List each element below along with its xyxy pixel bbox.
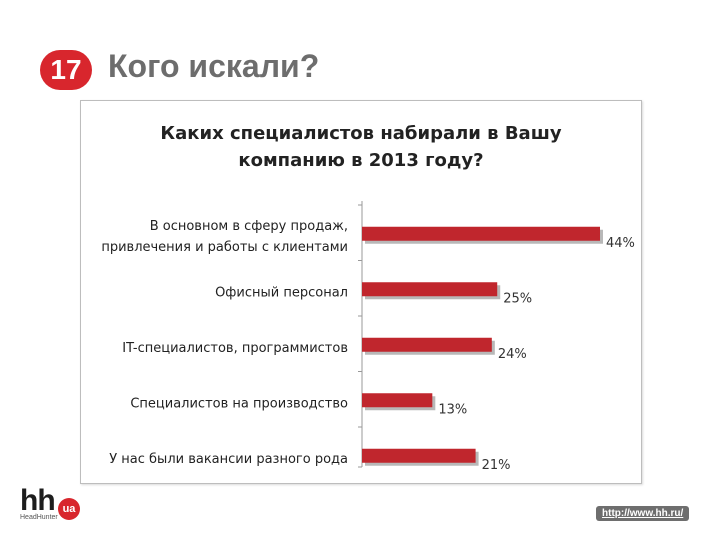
headhunter-logo: hh ua HeadHunter xyxy=(20,484,90,528)
category-label-4-0: У нас были вакансии разного рода xyxy=(109,452,348,467)
category-label-2-0: IT-специалистов, программистов xyxy=(122,341,348,356)
value-label-3: 13% xyxy=(438,402,467,417)
slide-number-badge: 17 xyxy=(40,50,92,90)
bar-1 xyxy=(362,282,498,297)
chart-title-line-0: Каких специалистов набирали в Вашу xyxy=(160,123,561,144)
bar-3 xyxy=(362,393,433,408)
category-label-3-0: Специалистов на производство xyxy=(130,396,348,411)
category-label-1-0: Офисный персонал xyxy=(215,285,348,300)
chart-title-line-1: компанию в 2013 году? xyxy=(238,150,483,171)
logo-text: hh xyxy=(20,484,56,517)
bar-4 xyxy=(362,448,476,463)
bar-0 xyxy=(362,226,600,241)
website-link[interactable]: http://www.hh.ru/ xyxy=(596,506,690,521)
category-label-0-0: В основном в сферу продаж, xyxy=(150,219,348,234)
category-label-0-1: привлечения и работы с клиентами xyxy=(101,240,348,255)
logo-badge: ua xyxy=(58,498,80,520)
value-label-4: 21% xyxy=(482,458,511,473)
value-label-2: 24% xyxy=(498,347,527,362)
value-label-1: 25% xyxy=(503,291,532,306)
logo-subtext: HeadHunter xyxy=(20,514,58,521)
chart-container: Каких специалистов набирали в Вашу компан… xyxy=(80,100,642,484)
value-label-0: 44% xyxy=(606,236,635,251)
slide-title: Кого искали? xyxy=(108,48,320,84)
bar-chart: Каких специалистов набирали в Вашу компан… xyxy=(101,123,635,473)
bar-2 xyxy=(362,337,492,352)
